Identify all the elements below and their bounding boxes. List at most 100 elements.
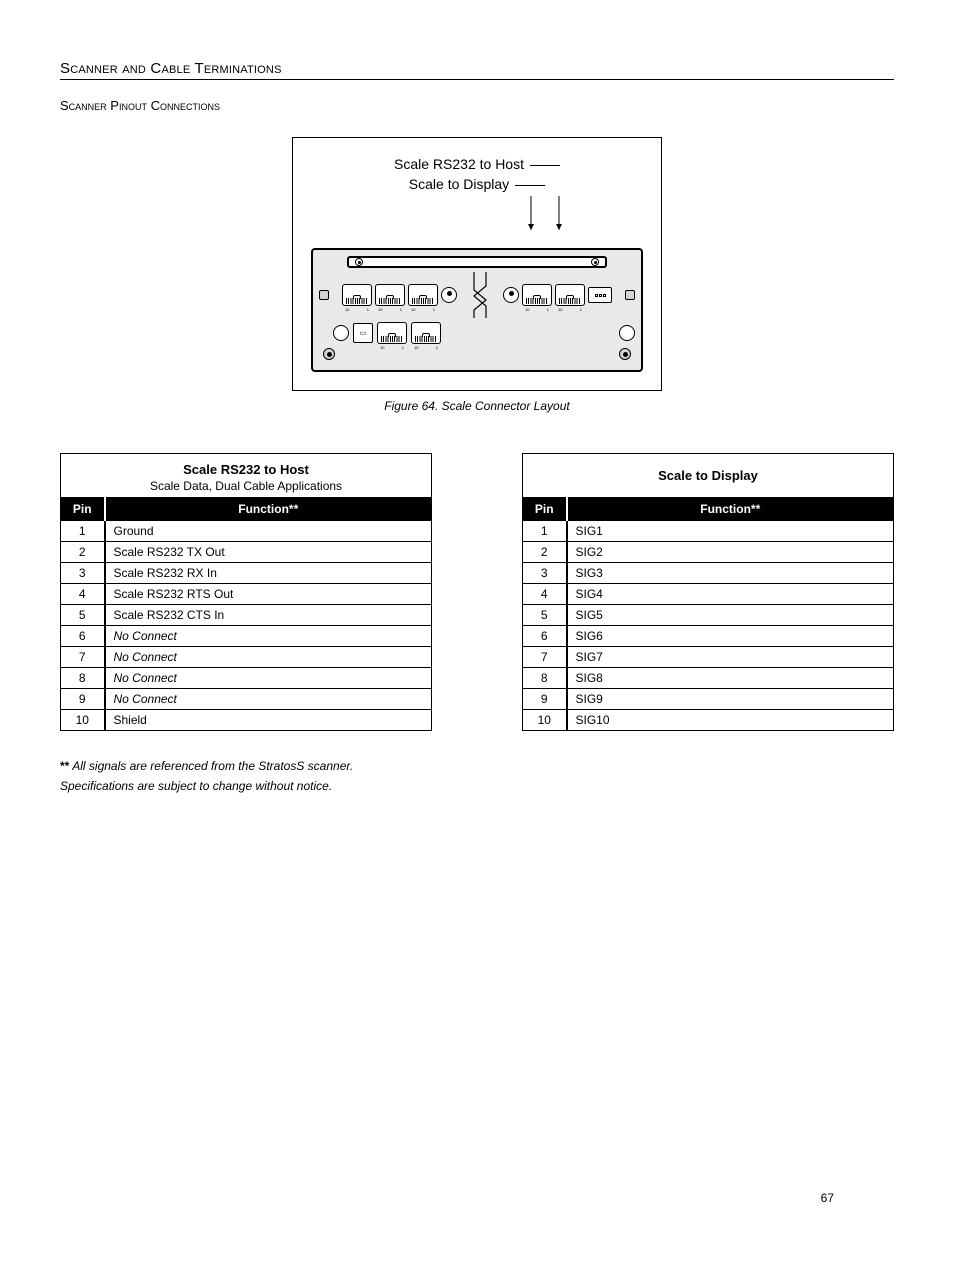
- callout-leaders: [311, 196, 643, 230]
- function-cell: Ground: [105, 521, 432, 542]
- host-tbody: 1Ground2Scale RS232 TX Out3Scale RS232 R…: [61, 521, 432, 731]
- function-cell: Scale RS232 RTS Out: [105, 584, 432, 605]
- rj-jack: 101: [342, 284, 372, 306]
- table-row: 6No Connect: [61, 626, 432, 647]
- pin-cell: 2: [61, 542, 105, 563]
- figure-caption: Figure 64. Scale Connector Layout: [60, 399, 894, 413]
- break-line-icon: [470, 272, 490, 318]
- subsection-heading: Scanner Pinout Connections: [60, 98, 894, 113]
- pin-cell: 4: [523, 584, 567, 605]
- host-table-wrap: Scale RS232 to Host Scale Data, Dual Cab…: [60, 453, 432, 731]
- screw-icon: [441, 287, 457, 303]
- function-cell: Scale RS232 TX Out: [105, 542, 432, 563]
- rj-jack: 101: [555, 284, 585, 306]
- pin-cell: 9: [523, 689, 567, 710]
- table-title-text: Scale RS232 to Host: [183, 462, 309, 477]
- pin-cell: 7: [61, 647, 105, 668]
- display-table-wrap: Scale to Display Pin Function** 1SIG12SI…: [522, 453, 894, 731]
- function-cell: SIG2: [567, 542, 894, 563]
- table-row: 1Ground: [61, 521, 432, 542]
- function-cell: Scale RS232 CTS In: [105, 605, 432, 626]
- table-row: 5Scale RS232 CTS In: [61, 605, 432, 626]
- function-cell: No Connect: [105, 689, 432, 710]
- table-row: 9No Connect: [61, 689, 432, 710]
- table-title: Scale to Display: [523, 454, 894, 498]
- pin-cell: 3: [523, 563, 567, 584]
- hole-icon: [333, 325, 349, 341]
- pin-cell: 6: [523, 626, 567, 647]
- table-row: 2Scale RS232 TX Out: [61, 542, 432, 563]
- section-heading: Scanner and Cable Terminations: [60, 60, 894, 80]
- function-cell: Scale RS232 RX In: [105, 563, 432, 584]
- footnote-stars: **: [60, 759, 69, 773]
- function-cell: SIG9: [567, 689, 894, 710]
- col-function: Function**: [567, 498, 894, 521]
- display-tbody: 1SIG12SIG23SIG34SIG45SIG56SIG67SIG78SIG8…: [523, 521, 894, 731]
- table-row: 10SIG10: [523, 710, 894, 731]
- function-cell: SIG3: [567, 563, 894, 584]
- hole-icon: [619, 325, 635, 341]
- footnote-spec: Specifications are subject to change wit…: [60, 779, 894, 793]
- function-cell: No Connect: [105, 647, 432, 668]
- pin-cell: 7: [523, 647, 567, 668]
- table-subtitle-text: Scale Data, Dual Cable Applications: [67, 479, 425, 493]
- pin-cell: 1: [523, 521, 567, 542]
- bolt-icon: [625, 290, 635, 300]
- connector-strip: 101 101 101 101 101 ▭ 1: [311, 248, 643, 372]
- function-cell: Shield: [105, 710, 432, 731]
- host-pin-table: Scale RS232 to Host Scale Data, Dual Cab…: [60, 453, 432, 731]
- table-title-text: Scale to Display: [658, 468, 758, 483]
- rj-jack: 101: [375, 284, 405, 306]
- bolt-icon: [319, 290, 329, 300]
- diagram-label-display-text: Scale to Display: [409, 176, 509, 192]
- screw-icon: [323, 348, 335, 360]
- table-row: 7SIG7: [523, 647, 894, 668]
- table-row: 10Shield: [61, 710, 432, 731]
- diagram-label-host-text: Scale RS232 to Host: [394, 156, 524, 172]
- figure-wrapper: Scale RS232 to Host Scale to Display 101…: [60, 137, 894, 413]
- table-row: 4Scale RS232 RTS Out: [61, 584, 432, 605]
- pin-cell: 5: [61, 605, 105, 626]
- function-cell: SIG1: [567, 521, 894, 542]
- footnote-signals: ** All signals are referenced from the S…: [60, 759, 894, 773]
- display-pin-table: Scale to Display Pin Function** 1SIG12SI…: [522, 453, 894, 731]
- chip-icon: ▭: [353, 323, 373, 343]
- pin-cell: 4: [61, 584, 105, 605]
- mount-plate: [347, 256, 607, 268]
- table-title: Scale RS232 to Host Scale Data, Dual Cab…: [61, 454, 432, 498]
- rj-jack: 101: [377, 322, 407, 344]
- table-row: 4SIG4: [523, 584, 894, 605]
- function-cell: SIG7: [567, 647, 894, 668]
- function-cell: SIG4: [567, 584, 894, 605]
- table-row: 8No Connect: [61, 668, 432, 689]
- terminal-block-icon: [588, 287, 612, 303]
- diagram-label-display: Scale to Display: [311, 176, 643, 192]
- table-row: 2SIG2: [523, 542, 894, 563]
- table-row: 8SIG8: [523, 668, 894, 689]
- rj-jack: 101: [411, 322, 441, 344]
- function-cell: SIG6: [567, 626, 894, 647]
- rj-jack: 101: [522, 284, 552, 306]
- pin-cell: 10: [523, 710, 567, 731]
- table-row: 3SIG3: [523, 563, 894, 584]
- table-row: 9SIG9: [523, 689, 894, 710]
- table-row: 1SIG1: [523, 521, 894, 542]
- pin-cell: 9: [61, 689, 105, 710]
- pin-cell: 1: [61, 521, 105, 542]
- table-row: 7No Connect: [61, 647, 432, 668]
- pin-cell: 2: [523, 542, 567, 563]
- function-cell: No Connect: [105, 668, 432, 689]
- footnote-ref-text: All signals are referenced from the Stra…: [72, 759, 353, 773]
- table-row: 5SIG5: [523, 605, 894, 626]
- col-pin: Pin: [61, 498, 105, 521]
- pin-cell: 5: [523, 605, 567, 626]
- function-cell: No Connect: [105, 626, 432, 647]
- screw-icon: [503, 287, 519, 303]
- pin-cell: 8: [523, 668, 567, 689]
- col-pin: Pin: [523, 498, 567, 521]
- pin-cell: 3: [61, 563, 105, 584]
- pin-cell: 8: [61, 668, 105, 689]
- rj-jack: 101: [408, 284, 438, 306]
- page-number: 67: [821, 1191, 834, 1205]
- function-cell: SIG5: [567, 605, 894, 626]
